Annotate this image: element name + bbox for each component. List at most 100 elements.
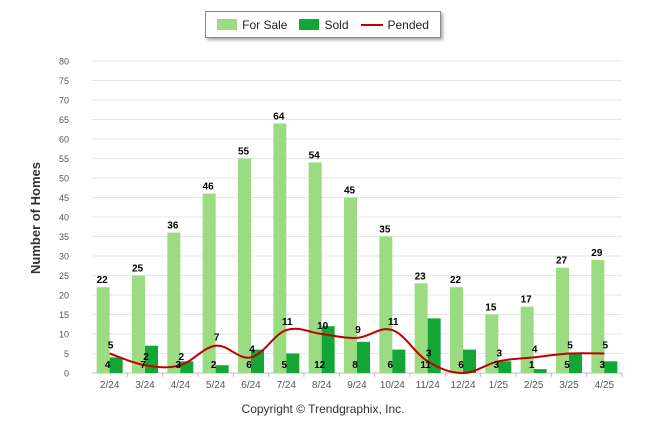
for-sale-bar xyxy=(520,306,534,373)
x-tick-label: 5/24 xyxy=(206,380,226,391)
x-tick-label: 12/24 xyxy=(450,380,475,391)
pended-data-label: 10 xyxy=(317,321,329,332)
y-tick-label: 5 xyxy=(64,349,69,359)
y-tick-label: 10 xyxy=(59,330,69,340)
y-tick-label: 35 xyxy=(59,232,69,242)
for-sale-data-label: 55 xyxy=(238,147,250,158)
sold-data-label: 3 xyxy=(600,360,606,371)
legend-label-sold: Sold xyxy=(324,17,349,32)
sold-bar xyxy=(286,353,300,373)
pended-data-label: 2 xyxy=(143,352,149,363)
pended-data-label: 4 xyxy=(532,344,538,355)
y-tick-label: 45 xyxy=(59,193,69,203)
for-sale-data-label: 25 xyxy=(132,264,144,275)
y-tick-label: 25 xyxy=(59,271,69,281)
legend-item-for-sale[interactable]: For Sale xyxy=(217,18,287,32)
for-sale-bar xyxy=(344,197,357,373)
pended-data-label: 2 xyxy=(179,352,185,363)
for-sale-data-label: 23 xyxy=(415,271,427,282)
pended-data-label: 5 xyxy=(567,341,573,352)
y-tick-label: 70 xyxy=(59,96,69,106)
pended-data-label: 11 xyxy=(388,317,399,328)
sold-data-label: 12 xyxy=(314,360,326,371)
pended-line-path xyxy=(109,327,605,375)
sold-data-label: 8 xyxy=(352,360,358,371)
pended-data-label: 11 xyxy=(282,317,293,328)
x-tick-label: 3/24 xyxy=(135,380,155,391)
data-labels: 2245257236324627556464511541210458935611… xyxy=(97,111,609,371)
pended-data-label: 5 xyxy=(603,341,609,352)
sold-data-label: 6 xyxy=(458,360,464,371)
sold-bar xyxy=(463,349,476,373)
x-tick-label: 4/25 xyxy=(595,380,615,391)
for-sale-bar xyxy=(273,123,287,374)
sold-bar xyxy=(357,341,370,373)
x-tick-label: 2/24 xyxy=(100,380,120,391)
sold-bar xyxy=(427,318,441,373)
for-sale-bar xyxy=(238,158,251,373)
for-sale-data-label: 35 xyxy=(379,225,391,236)
y-axis-ticks: 0 5 10 15 20 25 30 35 40 45 50 55 60 65 70 75 80 xyxy=(59,57,69,379)
for-sale-bar xyxy=(308,162,322,373)
y-tick-label: 15 xyxy=(59,310,69,320)
for-sale-data-label: 17 xyxy=(521,295,533,306)
sold-data-label: 3 xyxy=(176,360,182,371)
sold-bar xyxy=(321,326,335,373)
sold-bar xyxy=(533,369,547,373)
pended-data-label: 7 xyxy=(214,333,220,344)
for-sale-swatch xyxy=(217,19,238,30)
sold-data-label: 6 xyxy=(246,360,252,371)
sold-data-label: 2 xyxy=(211,360,217,371)
for-sale-bar xyxy=(414,283,428,373)
for-sale-bar xyxy=(450,287,463,373)
legend-item-pended[interactable]: Pended xyxy=(360,18,429,32)
legend-label-for-sale: For Sale xyxy=(242,17,288,32)
for-sale-bar xyxy=(591,259,605,373)
y-tick-label: 60 xyxy=(59,135,69,145)
for-sale-bar xyxy=(132,275,145,373)
y-tick-label: 0 xyxy=(64,369,69,379)
x-axis-ticks: 2/24 3/24 4/24 5/24 6/24 7/24 8/24 9/24 10/24 11/… xyxy=(100,373,623,391)
sold-data-label: 3 xyxy=(494,360,500,371)
sold-bar xyxy=(392,349,406,373)
x-tick-label: 7/24 xyxy=(277,380,297,391)
sold-bar xyxy=(604,361,618,373)
sold-data-label: 4 xyxy=(105,360,111,371)
sold-bar xyxy=(498,361,512,373)
sold-data-label: 6 xyxy=(388,360,394,371)
pended-line xyxy=(109,327,605,375)
for-sale-data-label: 22 xyxy=(450,275,462,286)
for-sale-bar xyxy=(167,232,181,373)
x-tick-label: 8/24 xyxy=(312,380,332,391)
pended-data-label: 5 xyxy=(108,341,114,352)
x-tick-label: 9/24 xyxy=(347,380,367,391)
x-tick-label: 6/24 xyxy=(241,380,261,391)
for-sale-data-label: 15 xyxy=(485,303,497,314)
for-sale-bar xyxy=(202,193,216,373)
pended-data-label: 9 xyxy=(355,325,361,336)
for-sale-data-label: 64 xyxy=(273,111,285,122)
y-tick-label: 30 xyxy=(59,252,69,262)
for-sale-bar xyxy=(485,314,499,373)
sold-bar xyxy=(180,361,194,373)
pended-swatch xyxy=(360,23,383,26)
y-tick-label: 20 xyxy=(59,291,69,301)
sold-data-label: 5 xyxy=(564,360,570,371)
pended-data-label: 3 xyxy=(426,348,432,359)
sold-bar xyxy=(109,357,123,373)
bars xyxy=(96,123,618,374)
x-tick-label: 11/24 xyxy=(416,380,441,391)
for-sale-bar xyxy=(556,267,569,373)
for-sale-data-label: 45 xyxy=(344,186,356,197)
legend-item-sold[interactable]: Sold xyxy=(299,17,349,32)
x-tick-label: 2/25 xyxy=(524,380,544,391)
x-tick-label: 4/24 xyxy=(171,380,191,391)
x-tick-label: 10/24 xyxy=(380,380,405,391)
sold-swatch xyxy=(299,19,320,30)
x-tick-label: 1/25 xyxy=(489,380,509,391)
y-axis-label: Number of Homes xyxy=(28,162,43,274)
legend: For Sale Sold Pended xyxy=(205,11,441,38)
copyright-footer: Copyright © Trendgraphix, Inc. xyxy=(241,402,405,416)
for-sale-data-label: 36 xyxy=(167,221,179,232)
